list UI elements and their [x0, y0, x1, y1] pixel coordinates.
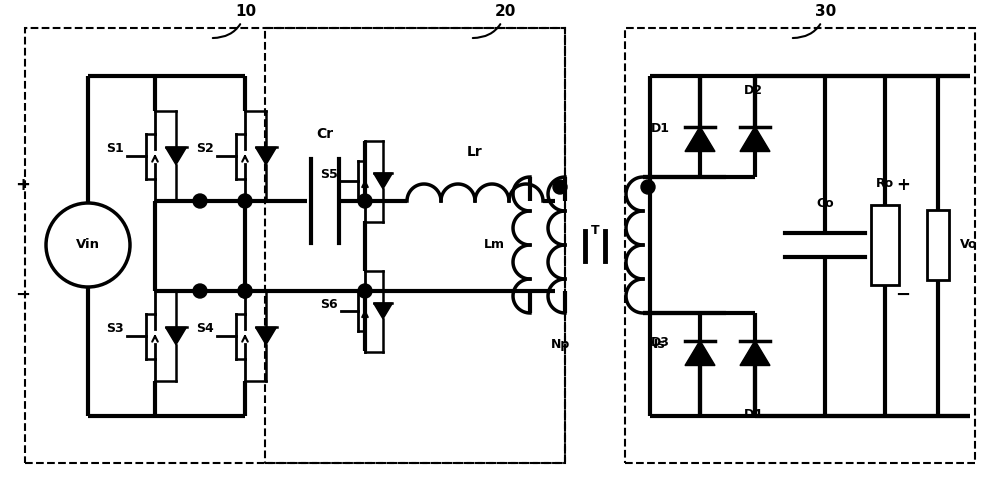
Text: Ns: Ns — [648, 338, 666, 351]
Polygon shape — [740, 127, 770, 152]
Text: −: − — [895, 286, 911, 304]
Bar — [25, 28, 565, 463]
Text: 30: 30 — [793, 4, 836, 38]
Text: T: T — [591, 224, 599, 238]
Text: Np: Np — [550, 338, 570, 351]
Text: S5: S5 — [320, 168, 338, 181]
Text: Lr: Lr — [467, 145, 483, 159]
Text: 10: 10 — [213, 4, 256, 38]
Bar — [927, 210, 949, 280]
Text: S6: S6 — [320, 298, 338, 311]
Text: D4: D4 — [744, 408, 763, 421]
Polygon shape — [166, 147, 186, 165]
Circle shape — [358, 284, 372, 298]
Bar — [871, 205, 899, 285]
Text: +: + — [16, 176, 30, 194]
Polygon shape — [166, 327, 186, 345]
Circle shape — [641, 180, 655, 194]
Circle shape — [358, 194, 372, 208]
Circle shape — [238, 194, 252, 208]
Polygon shape — [685, 127, 715, 152]
Circle shape — [193, 284, 207, 298]
Text: 20: 20 — [473, 4, 516, 38]
Text: S3: S3 — [106, 322, 124, 335]
Circle shape — [238, 284, 252, 298]
Text: Cr: Cr — [316, 127, 334, 141]
Circle shape — [553, 180, 567, 194]
Bar — [265, 28, 565, 463]
Text: S2: S2 — [196, 142, 214, 155]
Text: D2: D2 — [744, 84, 763, 97]
Circle shape — [193, 194, 207, 208]
Polygon shape — [374, 173, 392, 189]
Text: Co: Co — [816, 197, 834, 210]
Text: D1: D1 — [651, 122, 670, 136]
Polygon shape — [256, 327, 276, 345]
Text: D3: D3 — [651, 336, 670, 350]
Circle shape — [238, 284, 252, 298]
Text: Vo: Vo — [960, 239, 978, 251]
Text: Lm: Lm — [484, 239, 505, 251]
Text: Ro: Ro — [876, 177, 894, 190]
Bar — [625, 28, 975, 463]
Polygon shape — [256, 147, 276, 165]
Text: −: − — [15, 286, 31, 304]
Text: +: + — [896, 176, 910, 194]
Text: S4: S4 — [196, 322, 214, 335]
Text: Vin: Vin — [76, 239, 100, 251]
Polygon shape — [374, 303, 392, 319]
Polygon shape — [685, 340, 715, 365]
Text: S1: S1 — [106, 142, 124, 155]
Polygon shape — [740, 340, 770, 365]
